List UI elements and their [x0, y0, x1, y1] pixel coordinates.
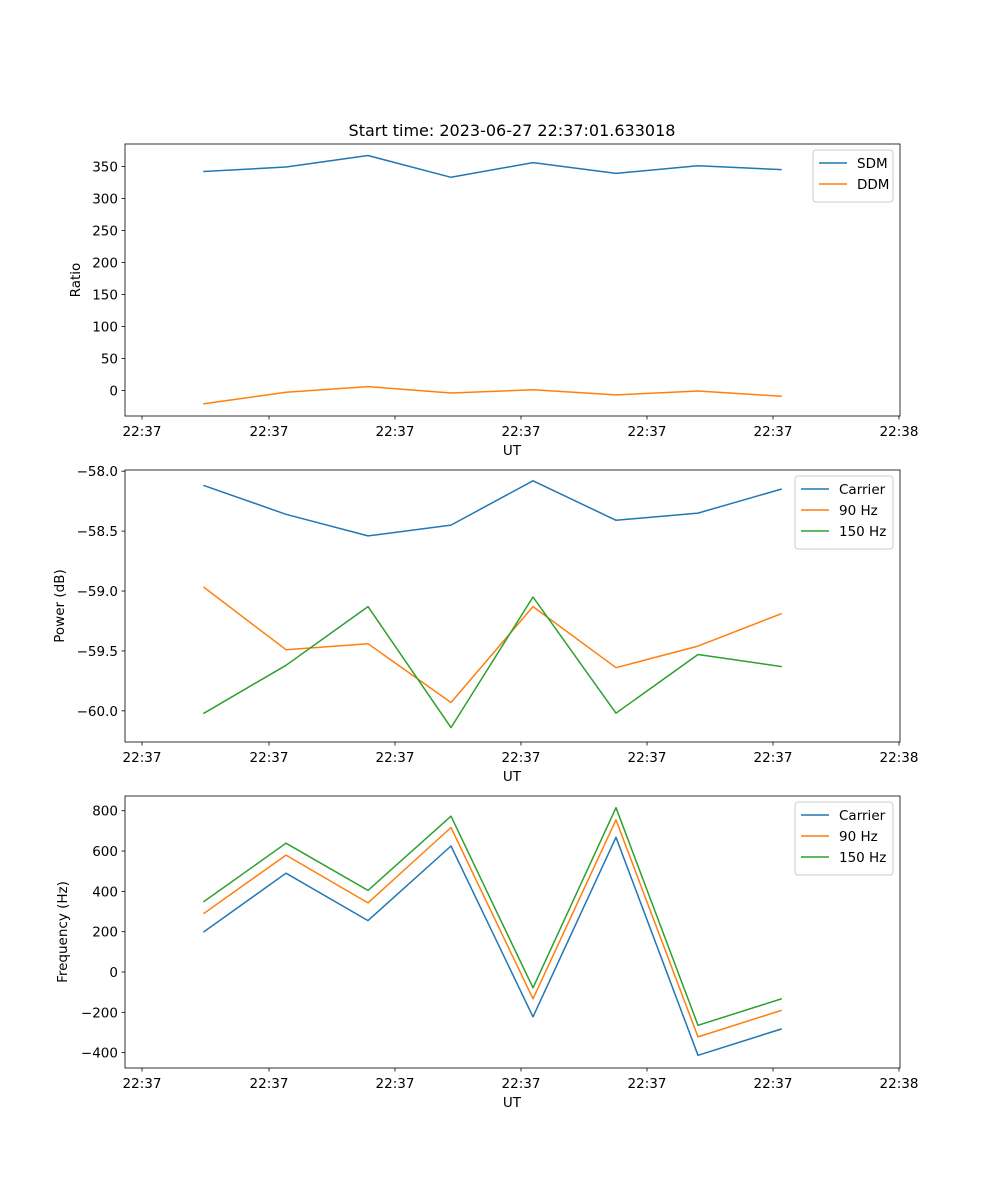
x-tick-label: 22:37: [123, 424, 162, 440]
legend-label: Carrier: [839, 482, 886, 498]
x-tick-label: 22:37: [502, 424, 541, 440]
legend-label: DDM: [857, 177, 889, 193]
series-line-150-hz: [202, 806, 782, 1027]
y-axis-label: Frequency (Hz): [55, 881, 71, 983]
x-tick-label: 22:37: [376, 1076, 415, 1092]
series-line-carrier: [203, 480, 782, 537]
legend-label: Carrier: [839, 808, 886, 824]
y-tick-label: 250: [92, 223, 118, 239]
series-line-carrier: [202, 836, 782, 1057]
y-axis-label: Power (dB): [52, 569, 68, 642]
series-line-90-hz: [202, 819, 782, 1038]
x-tick-label: 22:37: [123, 750, 162, 766]
x-tick-label: 22:37: [628, 750, 667, 766]
x-axis-label: UT: [503, 1095, 522, 1111]
y-tick-label: 600: [92, 844, 118, 860]
y-tick-label: 150: [92, 287, 118, 303]
y-tick-label: 100: [92, 319, 118, 335]
y-tick-label: −60.0: [77, 704, 118, 720]
x-tick-label: 22:37: [502, 1076, 541, 1092]
y-tick-label: −58.5: [77, 524, 118, 540]
x-tick-label: 22:38: [880, 424, 919, 440]
x-tick-label: 22:37: [628, 1076, 667, 1092]
legend-label: 90 Hz: [839, 503, 878, 519]
legend-label: 90 Hz: [839, 829, 878, 845]
series-line-sdm: [203, 154, 782, 179]
y-tick-label: 200: [92, 255, 118, 271]
series-line-ddm: [203, 385, 782, 405]
x-tick-label: 22:37: [754, 424, 793, 440]
x-tick-label: 22:37: [123, 1076, 162, 1092]
series-line-90-hz: [202, 586, 782, 704]
y-tick-label: −200: [81, 1005, 118, 1021]
legend: SDM DDM: [812, 149, 894, 203]
x-tick-label: 22:37: [376, 750, 415, 766]
y-tick-label: −59.0: [77, 584, 118, 600]
x-tick-label: 22:37: [628, 424, 667, 440]
x-tick-label: 22:38: [880, 1076, 919, 1092]
chart-title: Start time: 2023-06-27 22:37:01.633018: [349, 121, 676, 140]
y-tick-label: 300: [92, 191, 118, 207]
x-tick-label: 22:38: [880, 750, 919, 766]
y-tick-label: −59.5: [77, 644, 118, 660]
x-tick-label: 22:37: [376, 424, 415, 440]
x-tick-label: 22:37: [250, 424, 289, 440]
series-line-150-hz: [202, 596, 782, 729]
y-tick-label: 200: [92, 925, 118, 941]
y-tick-label: 50: [101, 351, 118, 367]
legend-label: SDM: [857, 156, 888, 172]
chart-panel-2: 22:37 22:37 22:37 22:37 22:37 22:37 22:38 UT −60…: [52, 464, 918, 785]
x-tick-label: 22:37: [250, 750, 289, 766]
y-tick-label: 350: [92, 159, 118, 175]
chart-panel-1: 22:37 22:37 22:37 22:37 22:37 22:37 22:38 UT 0 50…: [68, 143, 919, 459]
y-tick-label: 0: [109, 383, 118, 399]
legend: Carrier 90 Hz 150 Hz: [794, 475, 894, 550]
legend-label: 150 Hz: [839, 850, 886, 866]
x-axis-label: UT: [503, 769, 522, 785]
x-axis-label: UT: [503, 443, 522, 459]
legend: Carrier 90 Hz 150 Hz: [794, 801, 894, 876]
axes-frame: [124, 143, 901, 417]
x-tick-label: 22:37: [250, 1076, 289, 1092]
y-tick-label: 0: [109, 965, 118, 981]
y-axis-label: Ratio: [68, 263, 84, 298]
y-tick-label: 400: [92, 884, 118, 900]
y-tick-label: 800: [92, 804, 118, 820]
x-tick-label: 22:37: [754, 1076, 793, 1092]
chart-panel-3: 22:37 22:37 22:37 22:37 22:37 22:37 22:38 UT −40…: [55, 795, 919, 1111]
axes-frame: [124, 469, 901, 743]
legend-label: 150 Hz: [839, 524, 886, 540]
x-tick-label: 22:37: [502, 750, 541, 766]
x-tick-label: 22:37: [754, 750, 793, 766]
y-tick-label: −58.0: [77, 464, 118, 480]
y-tick-label: −400: [81, 1046, 118, 1062]
